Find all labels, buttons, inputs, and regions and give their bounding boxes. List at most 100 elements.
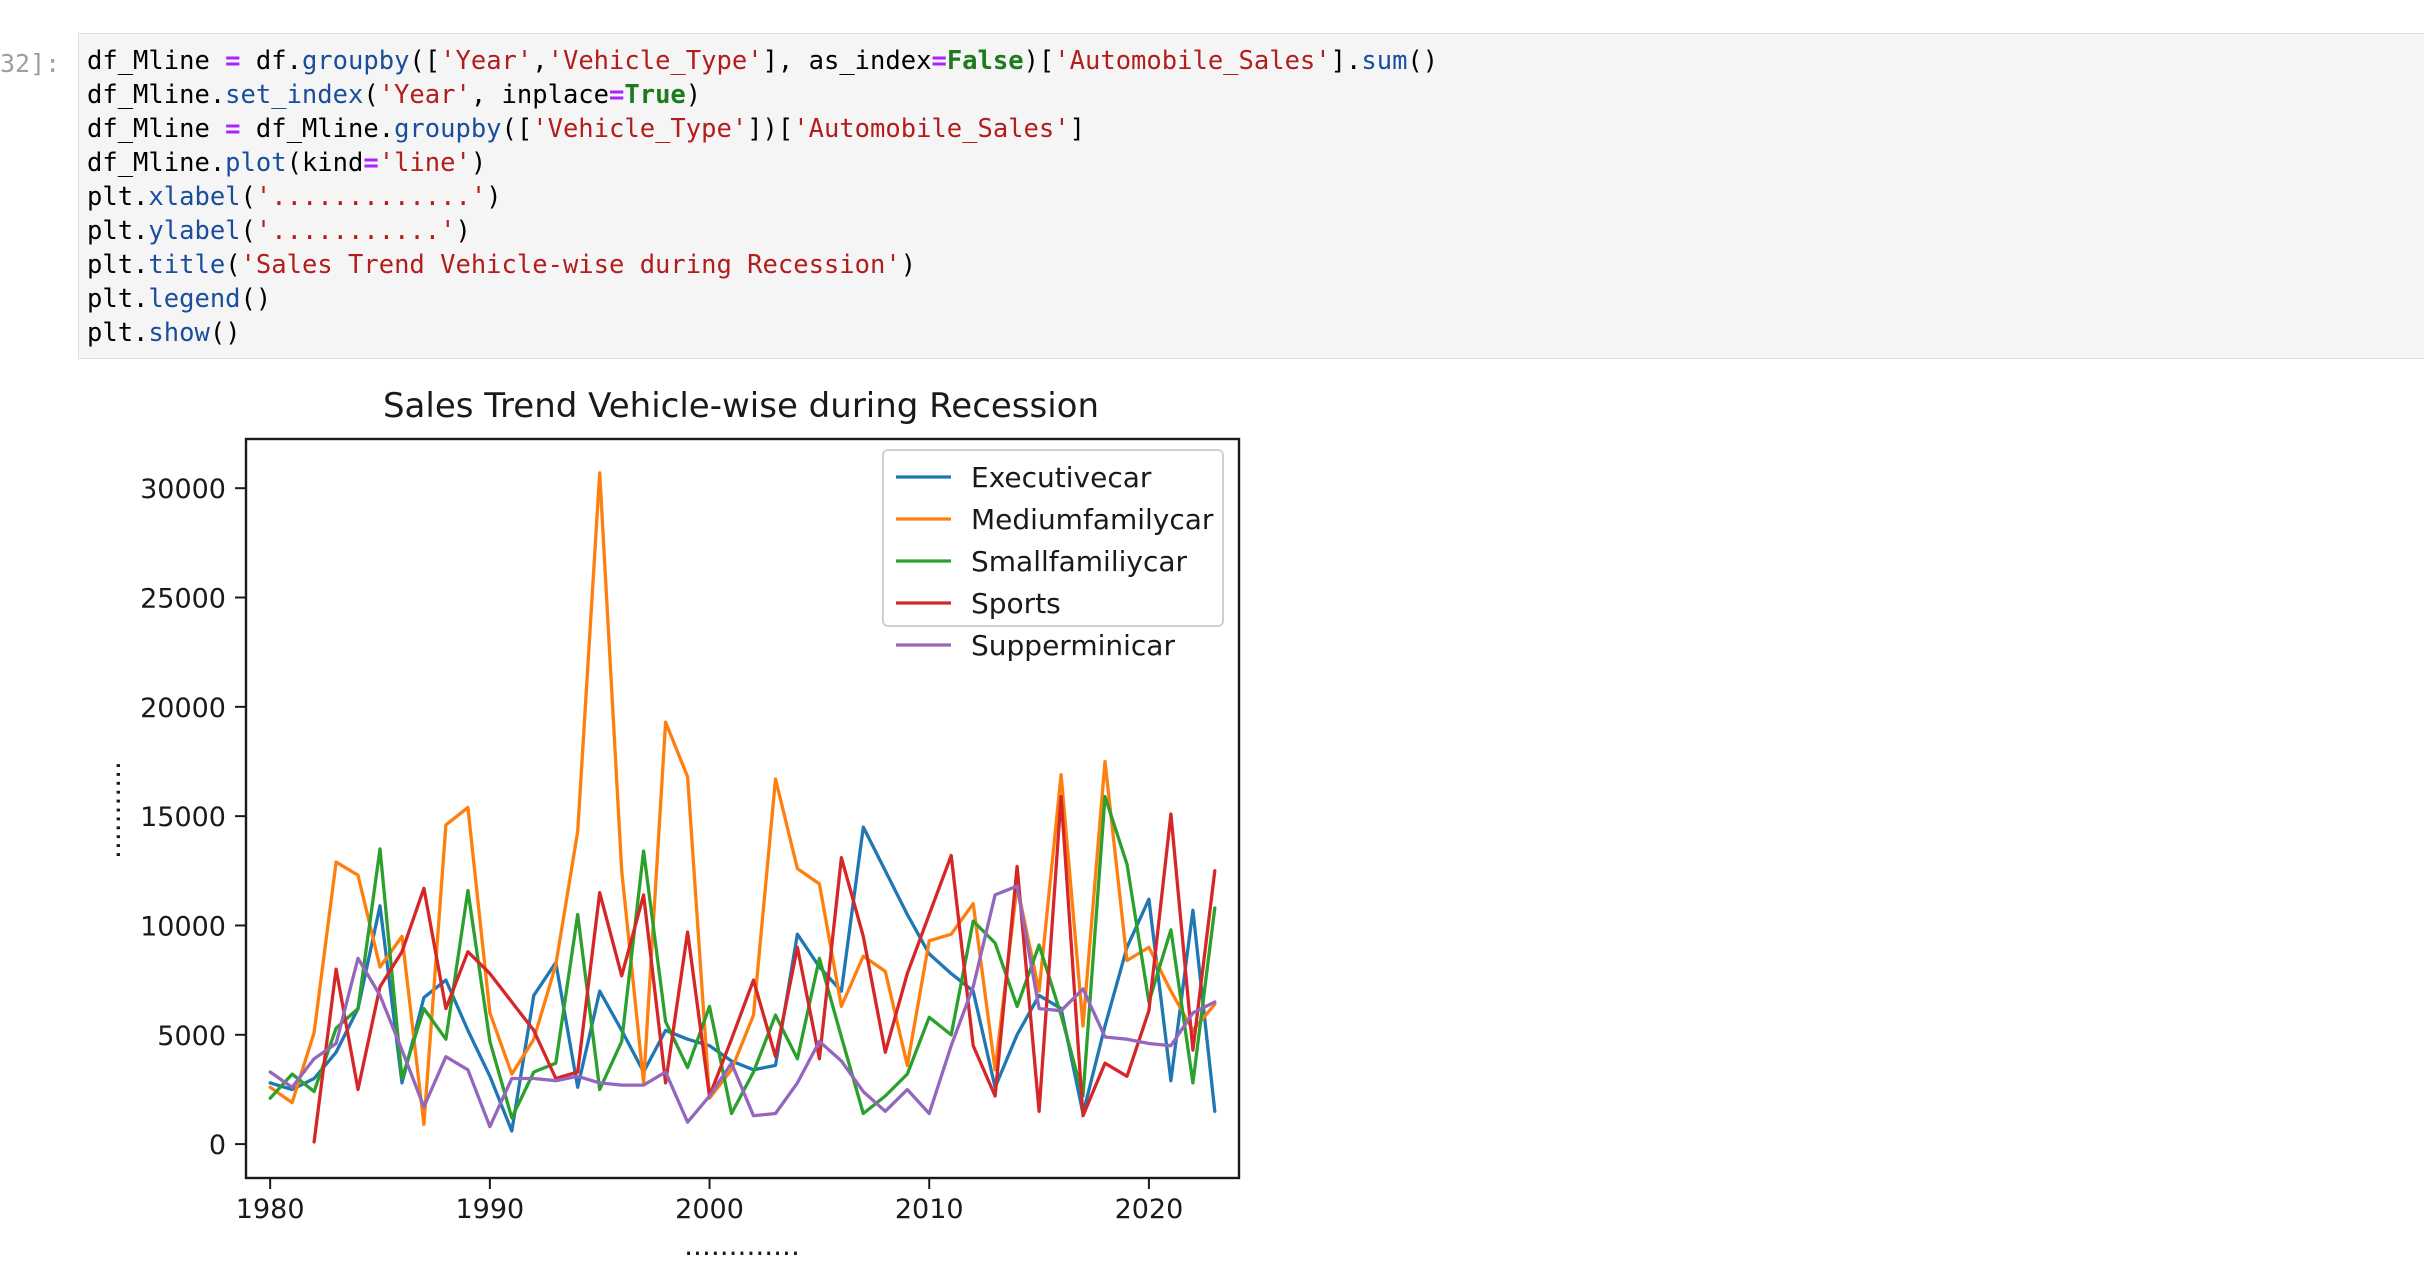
code-token: ([ — [409, 46, 441, 76]
code-token: ( — [225, 250, 241, 280]
plot-frame — [244, 437, 1241, 1180]
code-token: df. — [240, 46, 302, 76]
code-token: df_Mline — [87, 114, 226, 144]
code-token: = — [609, 80, 625, 110]
code-token: df_Mline. — [240, 114, 395, 144]
code-line: plt.legend() — [87, 282, 1438, 316]
plot-lines — [268, 471, 1217, 1144]
x-tick-label: 2020 — [1115, 1194, 1184, 1225]
code-token: 'Automobile_Sales' — [793, 114, 1070, 144]
x-tick-label: 1990 — [455, 1194, 524, 1225]
code-token: plot — [225, 148, 287, 178]
code-token: False — [946, 46, 1024, 76]
code-token: ([ — [501, 114, 533, 144]
x-tick-label: 2010 — [895, 1194, 964, 1225]
code-token: 'Vehicle_Type' — [547, 46, 763, 76]
code-token: ylabel — [148, 216, 241, 246]
y-axis: 0 5000 10000 15000 20000 25000 30000 — [140, 474, 246, 1161]
series-line-supperminicar — [268, 884, 1217, 1129]
code-token: 'Year' — [440, 46, 533, 76]
x-axis: 1980 1990 2000 2010 2020 — [236, 1178, 1183, 1225]
cell-prompt: 32]: — [0, 49, 61, 78]
code-editor[interactable]: df_Mline = df.groupby(['Year','Vehicle_T… — [87, 44, 1438, 350]
code-token: () — [1407, 46, 1439, 76]
y-tick-label: 30000 — [140, 474, 226, 505]
code-token: (kind — [286, 148, 364, 178]
line-chart: Sales Trend Vehicle-wise during Recessio… — [94, 386, 1241, 1262]
y-tick-label: 25000 — [140, 584, 226, 615]
code-token: groupby — [301, 46, 410, 76]
code-token: ( — [363, 80, 379, 110]
series-line-sports — [312, 794, 1217, 1144]
code-line: plt.xlabel('.............') — [87, 180, 1438, 214]
code-token: ) — [455, 216, 471, 246]
code-token: = — [225, 114, 241, 144]
code-token: 'Automobile_Sales' — [1054, 46, 1331, 76]
code-token: )[ — [1023, 46, 1055, 76]
code-token: ) — [486, 182, 502, 212]
code-line: df_Mline.plot(kind='line') — [87, 146, 1438, 180]
y-tick-label: 0 — [209, 1130, 226, 1161]
code-token: ) — [685, 80, 702, 110]
legend-label: Executivecar — [971, 461, 1152, 494]
code-token: ])[ — [747, 114, 794, 144]
legend-label: Supperminicar — [971, 629, 1175, 662]
code-token: True — [624, 80, 686, 110]
code-token: () — [209, 318, 241, 348]
code-token: = — [363, 148, 379, 178]
legend-label: Sports — [971, 587, 1061, 620]
code-token: plt. — [87, 284, 149, 314]
code-token: = — [931, 46, 947, 76]
code-token: 'Year' — [378, 80, 471, 110]
code-token: , — [532, 46, 548, 76]
code-token: 'Vehicle_Type' — [532, 114, 748, 144]
code-token: df_Mline — [87, 46, 226, 76]
code-token: title — [148, 250, 226, 280]
y-tick-label: 5000 — [157, 1021, 226, 1052]
code-token: set_index — [225, 80, 364, 110]
code-token: ], as_index — [762, 46, 932, 76]
code-token: plt. — [87, 250, 149, 280]
code-token: df_Mline. — [87, 148, 226, 178]
y-tick-label: 20000 — [140, 693, 226, 724]
y-tick-label: 15000 — [140, 802, 226, 833]
code-token: df_Mline. — [87, 80, 226, 110]
code-token: '...........' — [255, 216, 456, 246]
code-token: groupby — [394, 114, 502, 144]
series-line-mediumfamilycar — [268, 471, 1217, 1127]
code-cell[interactable] — [78, 33, 2424, 359]
code-line: df_Mline = df.groupby(['Year','Vehicle_T… — [87, 44, 1438, 78]
code-token: legend — [148, 284, 241, 314]
legend-label: Smallfamiliycar — [971, 545, 1188, 578]
code-line: plt.show() — [87, 316, 1438, 350]
code-line: df_Mline.set_index('Year', inplace=True) — [87, 78, 1438, 112]
code-token: ( — [240, 216, 256, 246]
code-token: ] — [1069, 114, 1085, 144]
cell-output: Sales Trend Vehicle-wise during Recessio… — [94, 375, 1260, 1275]
code-token: show — [148, 318, 210, 348]
code-line: plt.ylabel('...........') — [87, 214, 1438, 248]
code-token: , inplace — [470, 80, 609, 110]
code-token: ]. — [1330, 46, 1362, 76]
code-token: ) — [900, 250, 917, 280]
code-token: plt. — [87, 318, 149, 348]
y-axis-label: ........... — [100, 761, 127, 859]
code-token: '.............' — [255, 182, 487, 212]
code-token: 'line' — [378, 148, 471, 178]
code-token: 'Sales Trend Vehicle-wise during Recessi… — [240, 250, 901, 280]
chart-legend: Executivecar Mediumfamilycar Smallfamiliyc… — [882, 449, 1224, 662]
code-token: xlabel — [148, 182, 241, 212]
chart-title: Sales Trend Vehicle-wise during Recessio… — [383, 386, 1099, 426]
code-line: plt.title('Sales Trend Vehicle-wise duri… — [87, 248, 1438, 282]
code-token: sum — [1361, 46, 1408, 76]
code-line: df_Mline = df_Mline.groupby(['Vehicle_Ty… — [87, 112, 1438, 146]
code-token: ) — [470, 148, 487, 178]
code-token: = — [225, 46, 241, 76]
x-tick-label: 2000 — [675, 1194, 744, 1225]
legend-label: Mediumfamilycar — [971, 503, 1214, 536]
code-token: plt. — [87, 216, 149, 246]
code-token: plt. — [87, 182, 149, 212]
y-tick-label: 10000 — [140, 911, 226, 942]
legend-box — [882, 449, 1224, 627]
x-axis-label: ............. — [684, 1229, 800, 1262]
